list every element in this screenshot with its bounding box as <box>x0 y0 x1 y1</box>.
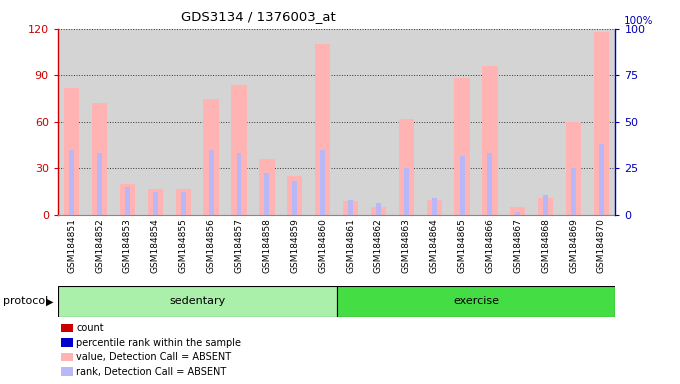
Bar <box>64 88 80 215</box>
Bar <box>432 198 437 215</box>
Bar <box>398 119 414 215</box>
Bar <box>292 181 297 215</box>
Text: GSM184869: GSM184869 <box>569 218 578 273</box>
Text: GSM184859: GSM184859 <box>290 218 299 273</box>
Bar <box>515 212 520 215</box>
Bar <box>181 192 186 215</box>
Text: GSM184863: GSM184863 <box>402 218 411 273</box>
Bar <box>426 200 442 215</box>
Text: GSM184860: GSM184860 <box>318 218 327 273</box>
Bar <box>543 195 548 215</box>
Bar <box>58 286 337 317</box>
Bar <box>209 150 214 215</box>
Text: GSM184858: GSM184858 <box>262 218 271 273</box>
Text: GSM184865: GSM184865 <box>458 218 466 273</box>
Bar <box>97 153 102 215</box>
Text: GSM184867: GSM184867 <box>513 218 522 273</box>
Text: GSM184857: GSM184857 <box>235 218 243 273</box>
Bar <box>482 66 498 215</box>
Text: ▶: ▶ <box>46 296 53 306</box>
Bar <box>92 103 107 215</box>
Text: GSM184866: GSM184866 <box>486 218 494 273</box>
Bar <box>488 153 492 215</box>
Text: GSM184864: GSM184864 <box>430 218 439 273</box>
Bar <box>315 44 330 215</box>
Bar <box>454 78 470 215</box>
Bar <box>599 144 604 215</box>
Bar <box>259 159 275 215</box>
Bar <box>337 286 615 317</box>
Bar <box>343 201 358 215</box>
Bar <box>538 198 554 215</box>
Text: protocol: protocol <box>3 296 49 306</box>
Text: GDS3134 / 1376003_at: GDS3134 / 1376003_at <box>181 10 336 23</box>
Bar <box>510 207 526 215</box>
Bar <box>148 189 163 215</box>
Text: GSM184853: GSM184853 <box>123 218 132 273</box>
Bar <box>571 169 576 215</box>
Bar <box>231 84 247 215</box>
Text: GSM184854: GSM184854 <box>151 218 160 273</box>
Text: GSM184862: GSM184862 <box>374 218 383 273</box>
Bar <box>460 156 464 215</box>
Text: GSM184855: GSM184855 <box>179 218 188 273</box>
Text: GSM184870: GSM184870 <box>597 218 606 273</box>
Bar <box>287 176 303 215</box>
Bar <box>69 150 74 215</box>
Bar <box>404 169 409 215</box>
Bar <box>125 187 130 215</box>
Bar <box>594 32 609 215</box>
Text: GSM184852: GSM184852 <box>95 218 104 273</box>
Bar <box>371 207 386 215</box>
Text: percentile rank within the sample: percentile rank within the sample <box>76 338 241 348</box>
Text: exercise: exercise <box>453 296 499 306</box>
Text: GSM184851: GSM184851 <box>67 218 76 273</box>
Text: GSM184861: GSM184861 <box>346 218 355 273</box>
Text: 100%: 100% <box>624 16 653 26</box>
Bar <box>120 184 135 215</box>
Bar <box>376 203 381 215</box>
Text: sedentary: sedentary <box>169 296 225 306</box>
Text: GSM184868: GSM184868 <box>541 218 550 273</box>
Text: value, Detection Call = ABSENT: value, Detection Call = ABSENT <box>76 352 231 362</box>
Bar <box>265 173 269 215</box>
Text: rank, Detection Call = ABSENT: rank, Detection Call = ABSENT <box>76 367 226 377</box>
Bar <box>237 153 241 215</box>
Bar <box>320 150 325 215</box>
Bar <box>348 200 353 215</box>
Bar <box>153 192 158 215</box>
Bar <box>175 189 191 215</box>
Bar <box>566 122 581 215</box>
Bar <box>203 99 219 215</box>
Text: GSM184856: GSM184856 <box>207 218 216 273</box>
Text: count: count <box>76 323 104 333</box>
